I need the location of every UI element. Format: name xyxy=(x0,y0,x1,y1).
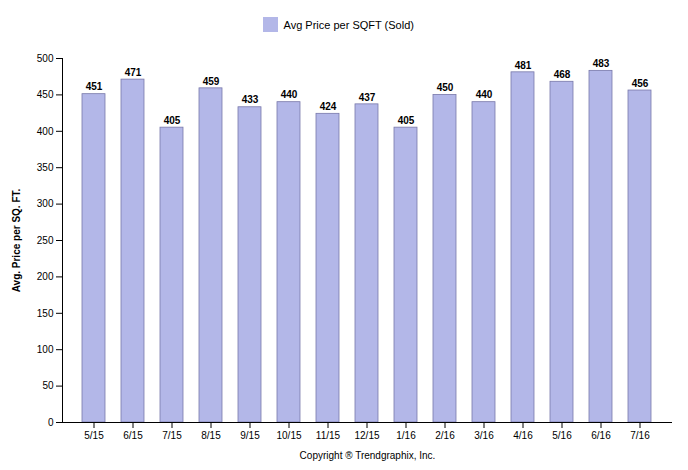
svg-text:Copyright ® Trendgraphix, Inc.: Copyright ® Trendgraphix, Inc. xyxy=(300,450,436,461)
svg-text:4/16: 4/16 xyxy=(513,430,533,441)
svg-text:250: 250 xyxy=(37,235,54,246)
svg-text:10/15: 10/15 xyxy=(276,430,301,441)
svg-text:424: 424 xyxy=(320,101,337,112)
svg-text:400: 400 xyxy=(37,126,54,137)
html-text:Avg Price per SQFT (Sold): Avg Price per SQFT (Sold) xyxy=(283,18,414,31)
svg-text:437: 437 xyxy=(359,92,376,103)
svg-text:440: 440 xyxy=(476,89,493,100)
svg-text:471: 471 xyxy=(125,67,142,78)
svg-text:11/15: 11/15 xyxy=(316,430,341,441)
svg-text:440: 440 xyxy=(281,89,298,100)
svg-text:450: 450 xyxy=(437,82,454,93)
svg-text:200: 200 xyxy=(37,271,54,282)
svg-text:405: 405 xyxy=(398,115,415,126)
svg-text:500: 500 xyxy=(37,53,54,64)
svg-text:12/15: 12/15 xyxy=(354,430,379,441)
svg-text:2/16: 2/16 xyxy=(435,430,455,441)
svg-text:433: 433 xyxy=(242,94,259,105)
svg-text:468: 468 xyxy=(554,69,571,80)
svg-text:350: 350 xyxy=(37,162,54,173)
svg-text:300: 300 xyxy=(37,198,54,209)
svg-text:7/16: 7/16 xyxy=(630,430,650,441)
svg-text:150: 150 xyxy=(37,308,54,319)
svg-text:451: 451 xyxy=(86,81,103,92)
svg-text:459: 459 xyxy=(203,76,220,87)
svg-text:5/15: 5/15 xyxy=(84,430,104,441)
svg-text:6/16: 6/16 xyxy=(591,430,611,441)
svg-text:3/16: 3/16 xyxy=(474,430,494,441)
svg-text:8/15: 8/15 xyxy=(201,430,221,441)
svg-text:50: 50 xyxy=(42,380,54,391)
svg-text:7/15: 7/15 xyxy=(162,430,182,441)
svg-text:5/16: 5/16 xyxy=(552,430,572,441)
svg-text:6/15: 6/15 xyxy=(123,430,143,441)
svg-text:481: 481 xyxy=(515,60,532,71)
svg-text:450: 450 xyxy=(37,89,54,100)
svg-text:405: 405 xyxy=(164,115,181,126)
svg-text:100: 100 xyxy=(37,344,54,355)
svg-text:9/15: 9/15 xyxy=(240,430,260,441)
svg-text:456: 456 xyxy=(632,78,649,89)
svg-text:1/16: 1/16 xyxy=(396,430,416,441)
svg-text:483: 483 xyxy=(593,58,610,69)
svg-text:0: 0 xyxy=(48,417,54,428)
svg-text:Avg. Price per SQ. FT.: Avg. Price per SQ. FT. xyxy=(11,189,22,293)
